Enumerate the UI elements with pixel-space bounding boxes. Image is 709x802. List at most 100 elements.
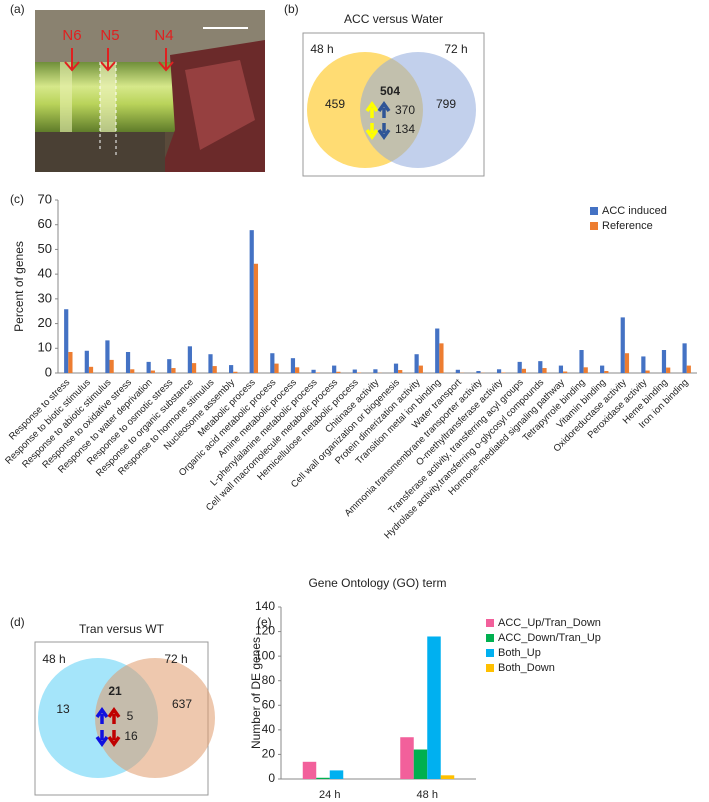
panel-label: (b) <box>284 2 299 16</box>
x-axis-label: Gene Ontology (GO) term <box>308 576 446 590</box>
bar <box>400 737 414 779</box>
bar <box>686 365 691 373</box>
venn-set <box>95 658 215 778</box>
bar <box>558 365 564 373</box>
bar <box>414 354 419 373</box>
bar <box>146 361 151 373</box>
bar <box>600 365 605 373</box>
y-tick-label: 40 <box>38 266 52 281</box>
set-count: 13 <box>56 702 70 716</box>
y-tick-label: 100 <box>255 648 275 662</box>
set-count: 799 <box>436 97 456 111</box>
legend-label: Both_Down <box>498 662 555 674</box>
up-count: 370 <box>395 103 415 117</box>
bar <box>496 369 502 373</box>
down-count: 134 <box>395 122 415 136</box>
bar <box>579 350 584 373</box>
overlap-count: 21 <box>108 684 122 698</box>
up-count: 5 <box>127 709 134 723</box>
legend-swatch <box>486 664 494 672</box>
bar <box>329 770 344 779</box>
bar <box>521 368 526 373</box>
legend-swatch <box>486 649 494 657</box>
down-arrow <box>377 123 391 141</box>
bar <box>191 363 197 373</box>
venn-frame <box>302 32 485 177</box>
bar <box>167 359 172 373</box>
bar <box>620 317 625 373</box>
down-arrow <box>95 730 109 748</box>
overlap-count: 504 <box>380 84 400 98</box>
set-label: 48 h <box>42 652 65 666</box>
venn-title: Tran versus WT <box>79 622 165 636</box>
set-label: 48 h <box>310 42 333 56</box>
y-tick-label: 50 <box>38 241 52 256</box>
bar <box>538 361 543 373</box>
bar <box>542 368 547 373</box>
leaves <box>185 60 255 150</box>
bar <box>208 354 213 373</box>
bar <box>332 365 337 373</box>
legend-label: ACC_Up/Tran_Down <box>498 617 601 629</box>
bar <box>88 366 94 373</box>
bar <box>64 309 69 373</box>
bar <box>295 367 300 373</box>
bar <box>624 353 630 373</box>
legend-swatch <box>486 619 494 627</box>
bar <box>666 367 671 373</box>
bar <box>68 351 73 373</box>
node-label: N4 <box>154 27 173 44</box>
set-count: 459 <box>325 97 345 111</box>
bar <box>233 371 238 373</box>
node-band <box>100 62 116 132</box>
bar <box>125 351 131 373</box>
bar <box>413 749 428 779</box>
y-tick-label: 140 <box>255 599 275 613</box>
bar <box>212 366 217 373</box>
set-label: 72 h <box>164 652 187 666</box>
y-axis-label: Percent of genes <box>12 241 26 332</box>
bar <box>249 230 254 373</box>
bar <box>302 761 317 779</box>
panel-label: (c) <box>10 192 24 206</box>
bar <box>105 340 110 373</box>
up-arrow <box>107 706 121 724</box>
up-arrow <box>95 706 109 724</box>
legend-label: ACC_Down/Tran_Up <box>498 632 601 644</box>
legend-label: Reference <box>602 220 653 232</box>
bar <box>645 370 650 373</box>
bar <box>84 350 89 373</box>
legend-swatch <box>590 222 598 230</box>
legend-label: ACC induced <box>602 205 667 217</box>
down-arrow <box>365 123 379 141</box>
down-arrow <box>107 730 121 748</box>
y-tick-label: 60 <box>38 216 52 231</box>
node-label: N5 <box>100 27 119 44</box>
bar <box>229 365 234 373</box>
y-tick-label: 70 <box>38 191 52 206</box>
bar <box>150 370 155 373</box>
bar <box>682 343 687 373</box>
bar <box>604 371 609 373</box>
bar <box>641 356 646 373</box>
bar <box>427 636 441 779</box>
bar <box>270 353 275 373</box>
bar <box>336 371 341 373</box>
y-tick-label: 60 <box>262 697 276 711</box>
y-tick-label: 120 <box>255 624 275 638</box>
legend-swatch <box>590 207 598 215</box>
bar <box>171 368 176 373</box>
panel-label: (e) <box>257 615 272 629</box>
bar <box>418 365 423 373</box>
arrows <box>64 48 174 72</box>
bar <box>253 263 259 373</box>
bar <box>373 369 378 373</box>
y-axis-label: Number of DE genes <box>249 637 263 749</box>
up-arrow <box>365 100 379 118</box>
venn-title: ACC versus Water <box>344 12 443 26</box>
legend-label: Both_Up <box>498 647 541 659</box>
bar <box>187 346 192 373</box>
legend-swatch <box>486 634 494 642</box>
y-tick-label: 30 <box>38 290 52 305</box>
